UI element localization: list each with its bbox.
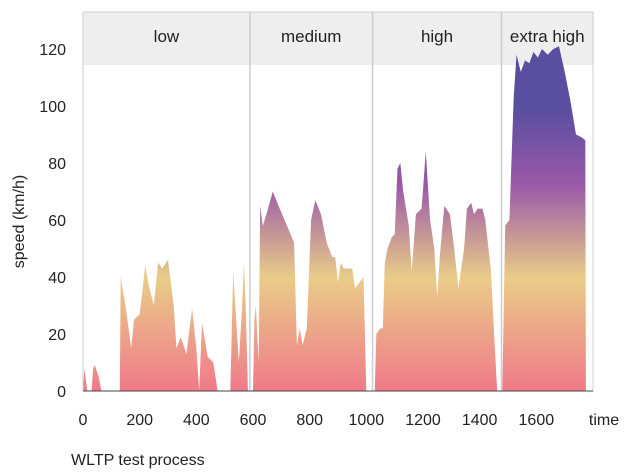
x-tick-label: 600 <box>240 412 267 429</box>
y-tick-label: 0 <box>57 384 66 401</box>
x-tick-label: 1200 <box>405 412 441 429</box>
phase-label-low: low <box>154 27 180 46</box>
y-axis-label: speed (km/h) <box>11 175 28 268</box>
phase-header-band <box>83 12 593 65</box>
y-tick-label: 100 <box>39 99 66 116</box>
x-axis-label: time <box>589 412 619 429</box>
speed-area-7 <box>502 46 586 391</box>
x-tick-label: 200 <box>126 412 153 429</box>
y-tick-label: 60 <box>48 213 66 230</box>
x-tick-label: 1400 <box>462 412 498 429</box>
speed-area-4 <box>230 262 248 391</box>
speed-area-6 <box>374 151 498 391</box>
y-tick-label: 80 <box>48 156 66 173</box>
phase-label-high: high <box>421 27 453 46</box>
speed-area-2 <box>91 365 102 391</box>
phase-label-extra-high: extra high <box>510 27 585 46</box>
x-tick-label: 1600 <box>519 412 555 429</box>
speed-area-1 <box>83 368 100 391</box>
x-tick-label: 1000 <box>349 412 385 429</box>
chart-caption: WLTP test process <box>71 452 205 469</box>
phase-label-medium: medium <box>281 27 341 46</box>
y-tick-label: 40 <box>48 270 66 287</box>
speed-area-5 <box>253 191 367 391</box>
x-tick-label: 400 <box>183 412 210 429</box>
y-tick-label: 120 <box>39 42 66 59</box>
y-tick-label: 20 <box>48 327 66 344</box>
x-tick-label: 0 <box>79 412 88 429</box>
speed-area-3 <box>119 259 218 391</box>
x-tick-label: 800 <box>296 412 323 429</box>
